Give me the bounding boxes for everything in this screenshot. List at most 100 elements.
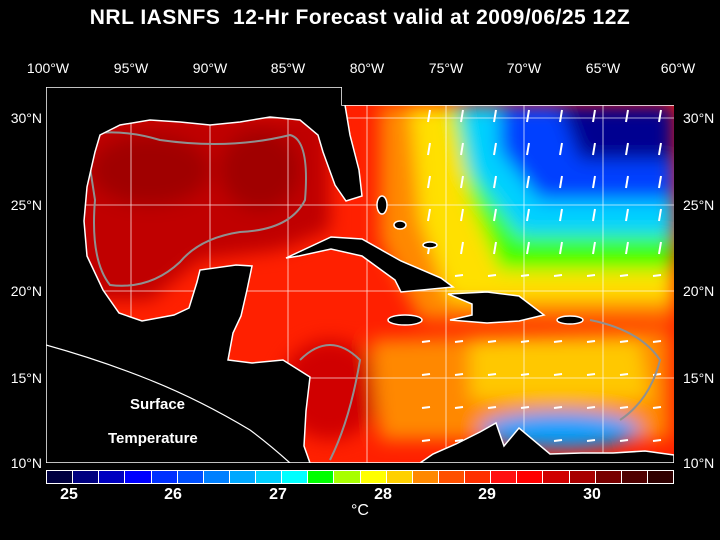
- wind-arrow: [553, 340, 563, 343]
- wind-arrow: [586, 340, 596, 343]
- lat-tick: 10°N: [683, 455, 715, 471]
- wind-arrow: [592, 175, 596, 189]
- colorbar-cell: [647, 471, 673, 483]
- colorbar-cell: [569, 471, 596, 483]
- colorbar-cell: [47, 471, 74, 483]
- temperature-map: [46, 87, 674, 463]
- wind-arrow: [487, 340, 497, 343]
- colorbar-cell: [334, 471, 361, 483]
- wind-arrow: [460, 208, 464, 222]
- wind-arrow: [658, 241, 662, 255]
- wind-arrow: [592, 241, 596, 255]
- lat-tick: 30°N: [10, 110, 42, 126]
- bahamas-island: [376, 195, 388, 215]
- wind-arrow: [427, 142, 431, 156]
- wind-arrow: [619, 274, 629, 277]
- colorbar-unit: °C: [351, 502, 369, 519]
- wind-arrow: [658, 142, 662, 156]
- colorbar-cell: [308, 471, 335, 483]
- wind-arrow: [592, 142, 596, 156]
- lat-tick: 25°N: [683, 197, 715, 213]
- wind-arrow: [520, 373, 530, 376]
- colorbar-cell: [465, 471, 492, 483]
- wind-arrow: [625, 109, 629, 123]
- wind-arrow: [619, 406, 629, 409]
- wind-arrow: [526, 175, 530, 189]
- wind-arrow: [625, 175, 629, 189]
- wind-arrow: [652, 340, 662, 343]
- lon-tick: 75°W: [428, 60, 464, 76]
- lon-tick: 85°W: [270, 60, 306, 76]
- hispaniola: [447, 291, 546, 324]
- caribbean-cool: [480, 412, 640, 448]
- lon-tick: 90°W: [192, 60, 228, 76]
- wind-arrow: [586, 406, 596, 409]
- wind-arrow: [652, 439, 662, 442]
- colorbar-label: 27: [269, 486, 287, 503]
- wind-arrow: [526, 109, 530, 123]
- wind-arrow: [553, 439, 563, 442]
- wind-arrow: [493, 175, 497, 189]
- gulf-eddy: [90, 135, 210, 205]
- wind-arrow: [421, 373, 431, 376]
- colorbar-cell: [517, 471, 544, 483]
- wind-arrow: [559, 175, 563, 189]
- colorbar-label: 25: [60, 486, 78, 503]
- cuba: [285, 236, 455, 293]
- wind-arrow: [520, 406, 530, 409]
- colorbar-cell: [621, 471, 648, 483]
- wind-arrow: [487, 373, 497, 376]
- lat-tick: 20°N: [683, 283, 715, 299]
- wind-arrow: [619, 340, 629, 343]
- lat-tick: 25°N: [10, 197, 42, 213]
- jamaica: [387, 314, 423, 326]
- colorbar-cell: [203, 471, 230, 483]
- wind-arrow: [553, 274, 563, 277]
- colorbar-label: 26: [164, 486, 182, 503]
- wind-arrow: [526, 208, 530, 222]
- map-label-line1: Surface: [130, 396, 186, 413]
- wind-arrow: [658, 109, 662, 123]
- land-masses: [46, 87, 674, 463]
- bahamas-island: [422, 241, 438, 249]
- colorbar-cell: [229, 471, 256, 483]
- bathymetry-contours: [83, 131, 662, 461]
- wind-arrow: [493, 208, 497, 222]
- gulf-eddy: [220, 130, 300, 210]
- wind-arrow: [586, 373, 596, 376]
- wind-arrow: [619, 373, 629, 376]
- wind-arrow: [487, 274, 497, 277]
- wind-arrow: [460, 109, 464, 123]
- colorbar-cell: [151, 471, 178, 483]
- map-title: NRL IASNFS 12-Hr Forecast valid at 2009/…: [89, 6, 631, 29]
- wind-arrow: [586, 439, 596, 442]
- wind-arrow: [454, 274, 464, 277]
- bahamas-island: [393, 220, 407, 230]
- lat-tick: 30°N: [683, 110, 715, 126]
- wind-arrow: [625, 142, 629, 156]
- lon-tick: 100°W: [26, 60, 70, 76]
- map-label-line2: Temperature: [108, 430, 198, 447]
- wind-arrow: [460, 241, 464, 255]
- colorbar-cell: [256, 471, 283, 483]
- south-america: [310, 421, 674, 463]
- wind-arrow: [592, 109, 596, 123]
- wind-arrow: [526, 241, 530, 255]
- wind-arrow: [487, 406, 497, 409]
- colorbar-label: 29: [478, 486, 496, 503]
- wind-arrow: [421, 406, 431, 409]
- atlantic-deep-blue: [560, 105, 674, 160]
- wind-arrow: [454, 373, 464, 376]
- wind-arrow: [460, 142, 464, 156]
- colorbar-cell: [412, 471, 439, 483]
- wind-arrow: [520, 340, 530, 343]
- lon-tick: 60°W: [660, 60, 696, 76]
- wind-arrow: [460, 175, 464, 189]
- lat-tick: 10°N: [10, 455, 42, 471]
- wind-arrow: [427, 175, 431, 189]
- caribbean-yellow: [470, 340, 650, 400]
- wind-arrow: [619, 439, 629, 442]
- colorbar-cell: [99, 471, 126, 483]
- colorbar-label: 28: [374, 486, 392, 503]
- wind-arrow: [553, 406, 563, 409]
